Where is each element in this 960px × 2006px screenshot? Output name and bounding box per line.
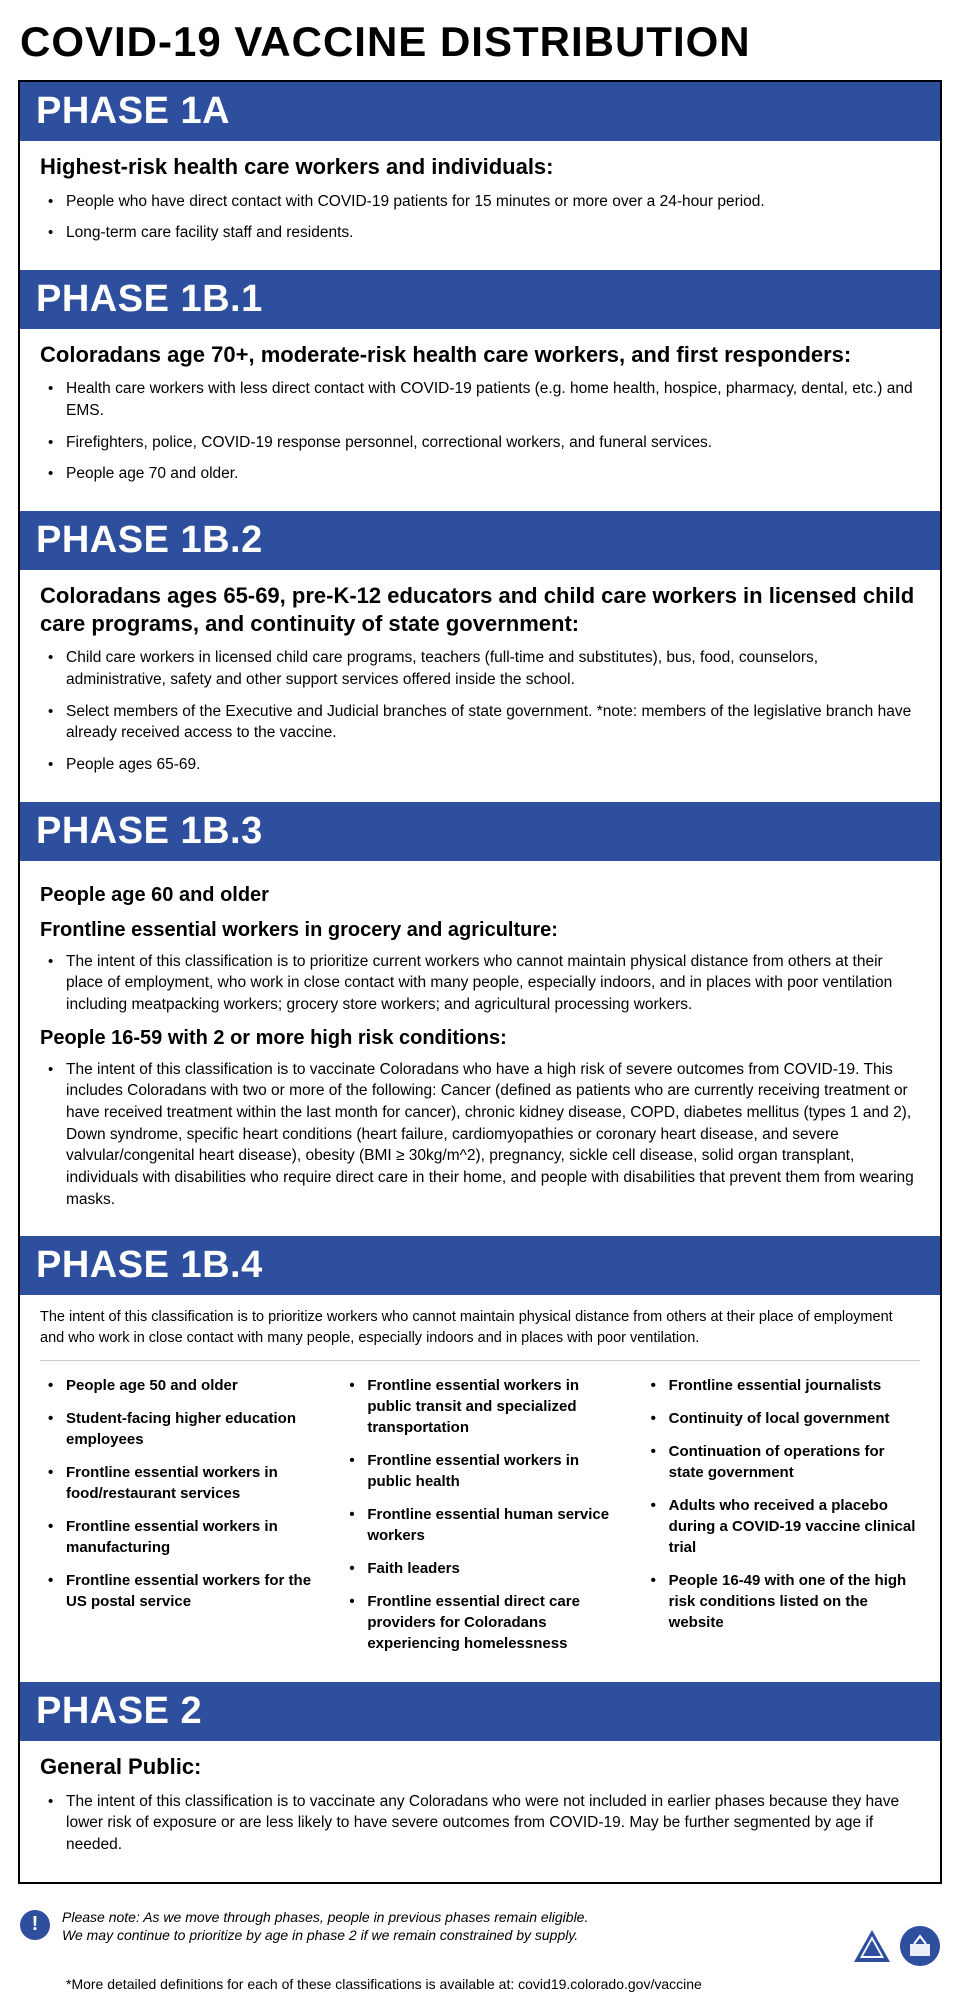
more-info: *More detailed definitions for each of t… bbox=[0, 1976, 960, 2006]
phase-1b4-body: The intent of this classification is to … bbox=[20, 1295, 940, 1682]
phase-1a-subhead: Highest-risk health care workers and ind… bbox=[40, 153, 920, 181]
phase-1b3-header: PHASE 1B.3 bbox=[20, 802, 940, 861]
footer-note: ! Please note: As we move through phases… bbox=[0, 1894, 960, 1982]
list-item: Firefighters, police, COVID-19 response … bbox=[44, 432, 920, 454]
list-item: Child care workers in licensed child car… bbox=[44, 647, 920, 690]
list-item: Faith leaders bbox=[345, 1558, 618, 1579]
phase-1b4-intro: The intent of this classification is to … bbox=[40, 1307, 920, 1361]
phase-1b3-list2: The intent of this classification is to … bbox=[40, 951, 920, 1016]
phase-1a-body: Highest-risk health care workers and ind… bbox=[20, 141, 940, 270]
phase-1b3-sub3: People 16-59 with 2 or more high risk co… bbox=[40, 1026, 920, 1051]
phase-1b4-col1: People age 50 and older Student-facing h… bbox=[40, 1375, 317, 1666]
phase-1a-list: People who have direct contact with COVI… bbox=[40, 191, 920, 244]
list-item: Frontline essential human service worker… bbox=[345, 1504, 618, 1546]
list-item: People ages 65-69. bbox=[44, 754, 920, 776]
list-item: Select members of the Executive and Judi… bbox=[44, 701, 920, 744]
list-item: Adults who received a placebo during a C… bbox=[647, 1495, 920, 1558]
phases-container: PHASE 1A Highest-risk health care worker… bbox=[18, 80, 942, 1884]
phase-1b3-list3: The intent of this classification is to … bbox=[40, 1059, 920, 1211]
phase-1b1-subhead: Coloradans age 70+, moderate-risk health… bbox=[40, 341, 920, 369]
phase-1b4-header: PHASE 1B.4 bbox=[20, 1236, 940, 1295]
phase-1b4-columns: People age 50 and older Student-facing h… bbox=[40, 1375, 920, 1666]
list-item: Student-facing higher education employee… bbox=[44, 1408, 317, 1450]
list-item: Frontline essential workers in manufactu… bbox=[44, 1516, 317, 1558]
list-item: Continuation of operations for state gov… bbox=[647, 1441, 920, 1483]
more-info-prefix: *More detailed definitions for each of t… bbox=[66, 1976, 518, 1992]
phase-1b4-col3: Frontline essential journalists Continui… bbox=[643, 1375, 920, 1666]
note-line1: Please note: As we move through phases, … bbox=[62, 1909, 588, 1925]
list-item: Frontline essential workers for the US p… bbox=[44, 1570, 317, 1612]
phase-1b1-list: Health care workers with less direct con… bbox=[40, 378, 920, 485]
page-title: COVID-19 VACCINE DISTRIBUTION bbox=[0, 0, 960, 80]
list-item: The intent of this classification is to … bbox=[44, 951, 920, 1016]
list-item: Frontline essential workers in public he… bbox=[345, 1450, 618, 1492]
list-item: People who have direct contact with COVI… bbox=[44, 191, 920, 213]
cdphe-logo-icon bbox=[900, 1926, 940, 1966]
more-info-link[interactable]: covid19.colorado.gov/vaccine bbox=[518, 1976, 702, 1992]
phase-1b1-body: Coloradans age 70+, moderate-risk health… bbox=[20, 329, 940, 511]
phase-1b2-header: PHASE 1B.2 bbox=[20, 511, 940, 570]
phase-1b1-header: PHASE 1B.1 bbox=[20, 270, 940, 329]
footer-logos bbox=[850, 1926, 940, 1966]
list-item: Frontline essential journalists bbox=[647, 1375, 920, 1396]
phase-1b3-sub2: Frontline essential workers in grocery a… bbox=[40, 918, 920, 943]
list-item: People 16-49 with one of the high risk c… bbox=[647, 1570, 920, 1633]
phase-2-header: PHASE 2 bbox=[20, 1682, 940, 1741]
colorado-logo-icon bbox=[850, 1926, 894, 1966]
list-item: Continuity of local government bbox=[647, 1408, 920, 1429]
phase-2-list: The intent of this classification is to … bbox=[40, 1791, 920, 1856]
list-item: Health care workers with less direct con… bbox=[44, 378, 920, 421]
footer-note-text: Please note: As we move through phases, … bbox=[62, 1908, 838, 1946]
phase-2-body: General Public: The intent of this class… bbox=[20, 1741, 940, 1882]
phase-1a-header: PHASE 1A bbox=[20, 82, 940, 141]
phase-1b2-subhead: Coloradans ages 65-69, pre-K-12 educator… bbox=[40, 582, 920, 637]
phase-1b2-body: Coloradans ages 65-69, pre-K-12 educator… bbox=[20, 570, 940, 801]
list-item: Frontline essential direct care provider… bbox=[345, 1591, 618, 1654]
list-item: The intent of this classification is to … bbox=[44, 1059, 920, 1211]
list-item: Long-term care facility staff and reside… bbox=[44, 222, 920, 244]
phase-1b3-body: People age 60 and older Frontline essent… bbox=[20, 861, 940, 1237]
list-item: Frontline essential workers in public tr… bbox=[345, 1375, 618, 1438]
note-line2: We may continue to prioritize by age in … bbox=[62, 1927, 578, 1943]
phase-1b4-col2: Frontline essential workers in public tr… bbox=[341, 1375, 618, 1666]
phase-2-subhead: General Public: bbox=[40, 1753, 920, 1781]
phase-1b3-sub1: People age 60 and older bbox=[40, 883, 920, 908]
list-item: People age 70 and older. bbox=[44, 463, 920, 485]
list-item: The intent of this classification is to … bbox=[44, 1791, 920, 1856]
list-item: People age 50 and older bbox=[44, 1375, 317, 1396]
phase-1b2-list: Child care workers in licensed child car… bbox=[40, 647, 920, 775]
info-icon: ! bbox=[20, 1910, 50, 1940]
list-item: Frontline essential workers in food/rest… bbox=[44, 1462, 317, 1504]
